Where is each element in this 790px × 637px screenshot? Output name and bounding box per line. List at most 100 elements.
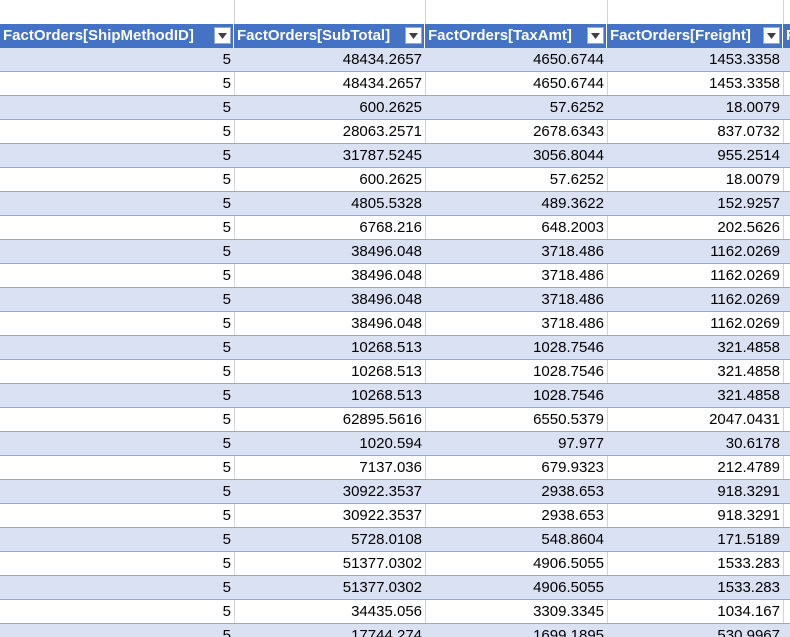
table-row[interactable]: 5 48434.2657 4650.6744 1453.3358 [0, 48, 790, 72]
table-row[interactable]: 5 38496.048 3718.486 1162.0269 [0, 240, 790, 264]
table-cell[interactable]: 57.6252 [549, 99, 604, 116]
table-row[interactable]: 5 6768.216 648.2003 202.5626 [0, 216, 790, 240]
table-cell[interactable]: 5 [222, 51, 231, 68]
table-cell[interactable]: 679.9323 [541, 459, 604, 476]
filter-dropdown-icon[interactable] [763, 27, 780, 44]
table-cell[interactable]: 1533.283 [717, 555, 780, 572]
table-cell[interactable] [783, 312, 790, 336]
table-cell[interactable] [783, 528, 790, 552]
table-row[interactable]: 5 34435.056 3309.3345 1034.167 [0, 600, 790, 624]
table-cell[interactable]: 3718.486 [541, 291, 604, 308]
table-cell[interactable]: 5 [222, 507, 231, 524]
table-cell[interactable] [783, 192, 790, 216]
table-cell[interactable]: 5 [222, 363, 231, 380]
table-cell[interactable]: 17744.274 [351, 627, 422, 637]
table-cell[interactable]: 1034.167 [717, 603, 780, 620]
table-cell[interactable]: 18.0079 [725, 171, 780, 188]
table-cell[interactable]: 97.977 [558, 435, 604, 452]
table-cell[interactable]: 1020.594 [359, 435, 422, 452]
table-cell[interactable]: 1453.3358 [709, 51, 780, 68]
table-row[interactable]: 5 30922.3537 2938.653 918.3291 [0, 480, 790, 504]
table-row[interactable]: 5 48434.2657 4650.6744 1453.3358 [0, 72, 790, 96]
table-cell[interactable]: 5 [222, 267, 231, 284]
table-cell[interactable]: 4805.5328 [351, 195, 422, 212]
table-row[interactable]: 5 600.2625 57.6252 18.0079 [0, 96, 790, 120]
table-cell[interactable]: 5 [222, 195, 231, 212]
table-cell[interactable]: 918.3291 [717, 507, 780, 524]
table-cell[interactable]: 5 [222, 339, 231, 356]
table-cell[interactable] [783, 600, 790, 624]
table-cell[interactable]: 5 [222, 411, 231, 428]
filter-dropdown-icon[interactable] [405, 27, 422, 44]
table-cell[interactable]: 2678.6343 [533, 123, 604, 140]
table-cell[interactable] [783, 480, 790, 504]
table-cell[interactable]: 1028.7546 [533, 387, 604, 404]
table-cell[interactable]: 1162.0269 [710, 243, 780, 260]
table-cell[interactable]: 30922.3537 [342, 507, 422, 524]
table-cell[interactable] [783, 624, 790, 637]
table-cell[interactable]: 648.2003 [541, 219, 604, 236]
column-header-next[interactable]: F [783, 24, 790, 48]
table-cell[interactable]: 28063.2571 [342, 123, 422, 140]
table-cell[interactable] [783, 552, 790, 576]
table-row[interactable]: 5 10268.513 1028.7546 321.4858 [0, 360, 790, 384]
table-cell[interactable]: 1162.0269 [710, 267, 780, 284]
table-cell[interactable] [783, 336, 790, 360]
table-cell[interactable]: 1533.283 [717, 579, 780, 596]
table-cell[interactable]: 6550.5379 [533, 411, 604, 428]
table-cell[interactable]: 4906.5055 [533, 579, 604, 596]
table-cell[interactable]: 212.4789 [717, 459, 780, 476]
table-cell[interactable]: 51377.0302 [342, 579, 422, 596]
table-cell[interactable]: 5 [222, 459, 231, 476]
table-cell[interactable]: 5 [222, 315, 231, 332]
table-cell[interactable] [783, 216, 790, 240]
table-cell[interactable] [783, 96, 790, 120]
table-row[interactable]: 5 28063.2571 2678.6343 837.0732 [0, 120, 790, 144]
table-cell[interactable]: 152.9257 [717, 195, 780, 212]
table-cell[interactable]: 4650.6744 [533, 75, 604, 92]
table-cell[interactable]: 6768.216 [359, 219, 422, 236]
table-row[interactable]: 5 600.2625 57.6252 18.0079 [0, 168, 790, 192]
table-row[interactable]: 5 38496.048 3718.486 1162.0269 [0, 312, 790, 336]
table-cell[interactable]: 5 [222, 531, 231, 548]
table-row[interactable]: 5 38496.048 3718.486 1162.0269 [0, 264, 790, 288]
table-cell[interactable]: 2047.0431 [709, 411, 780, 428]
table-cell[interactable]: 38496.048 [351, 315, 422, 332]
table-cell[interactable]: 18.0079 [725, 99, 780, 116]
table-cell[interactable]: 48434.2657 [342, 75, 422, 92]
table-cell[interactable]: 3718.486 [541, 243, 604, 260]
table-cell[interactable]: 1028.7546 [533, 339, 604, 356]
column-header-subtotal[interactable]: FactOrders[SubTotal] [234, 24, 425, 48]
table-cell[interactable]: 5 [222, 75, 231, 92]
table-cell[interactable]: 30922.3537 [342, 483, 422, 500]
table-cell[interactable]: 34435.056 [351, 603, 422, 620]
table-cell[interactable]: 5728.0108 [351, 531, 422, 548]
table-row[interactable]: 5 38496.048 3718.486 1162.0269 [0, 288, 790, 312]
table-cell[interactable]: 30.6178 [725, 435, 780, 452]
table-cell[interactable]: 530.9967 [717, 627, 780, 637]
table-cell[interactable]: 57.6252 [549, 171, 604, 188]
table-cell[interactable]: 38496.048 [351, 291, 422, 308]
table-cell[interactable]: 2938.653 [541, 507, 604, 524]
table-cell[interactable]: 4650.6744 [533, 51, 604, 68]
table-cell[interactable] [783, 504, 790, 528]
table-cell[interactable] [783, 264, 790, 288]
table-cell[interactable]: 5 [222, 555, 231, 572]
table-cell[interactable]: 38496.048 [351, 243, 422, 260]
table-cell[interactable]: 5 [222, 147, 231, 164]
table-cell[interactable] [783, 360, 790, 384]
table-cell[interactable]: 38496.048 [351, 267, 422, 284]
table-cell[interactable] [783, 432, 790, 456]
table-cell[interactable]: 1699.1895 [533, 627, 604, 637]
table-cell[interactable]: 1162.0269 [710, 291, 780, 308]
table-row[interactable]: 5 10268.513 1028.7546 321.4858 [0, 384, 790, 408]
column-header-taxamt[interactable]: FactOrders[TaxAmt] [425, 24, 607, 48]
table-cell[interactable] [783, 456, 790, 480]
table-cell[interactable]: 5 [222, 243, 231, 260]
column-header-freight[interactable]: FactOrders[Freight] [607, 24, 783, 48]
table-cell[interactable]: 48434.2657 [342, 51, 422, 68]
table-cell[interactable]: 3056.8044 [533, 147, 604, 164]
table-cell[interactable]: 7137.036 [359, 459, 422, 476]
filter-dropdown-icon[interactable] [214, 27, 231, 44]
table-row[interactable]: 5 17744.274 1699.1895 530.9967 [0, 624, 790, 637]
